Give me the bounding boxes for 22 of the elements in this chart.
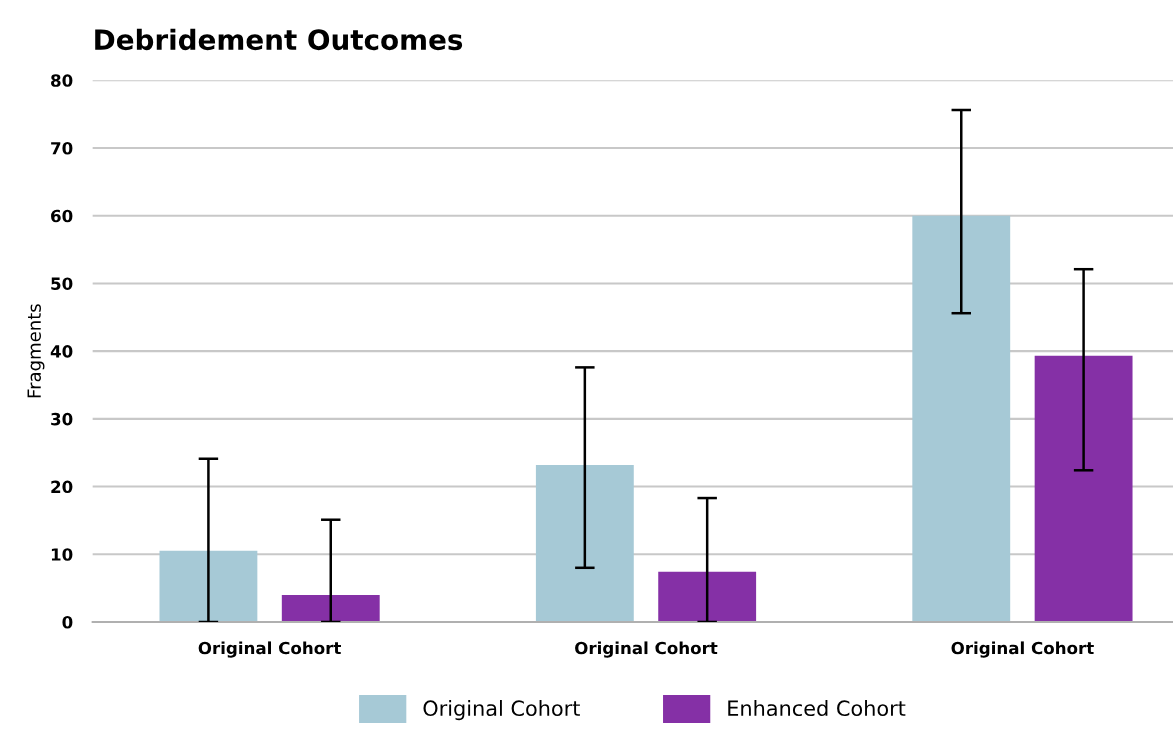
x-tick-label: Original Cohort	[575, 641, 718, 658]
bar	[912, 215, 1011, 622]
legend-label: Enhanced Cohort	[728, 699, 906, 717]
bar	[281, 594, 380, 622]
y-tick-label: 70	[51, 141, 73, 155]
y-tick-label: 10	[51, 548, 73, 561]
x-tick-label: Original Cohort	[198, 641, 341, 658]
y-tick-label: 50	[51, 277, 73, 290]
legend-label: Original Cohort	[423, 699, 580, 721]
bar	[1034, 355, 1133, 622]
bar	[535, 464, 634, 622]
y-tick-label: 30	[51, 412, 73, 426]
y-tick-label: 20	[51, 480, 73, 494]
bar	[658, 571, 757, 622]
bar	[159, 550, 258, 622]
y-tick-label: 80	[51, 74, 73, 87]
chart-title: Debridement Outcomes	[95, 28, 463, 51]
y-axis-title: Fragments	[27, 304, 45, 398]
x-tick-label: Original Cohort	[951, 641, 1094, 658]
y-tick-label: 0	[62, 615, 73, 629]
y-tick-label: 60	[51, 209, 73, 223]
y-tick-label: 40	[50, 345, 73, 358]
